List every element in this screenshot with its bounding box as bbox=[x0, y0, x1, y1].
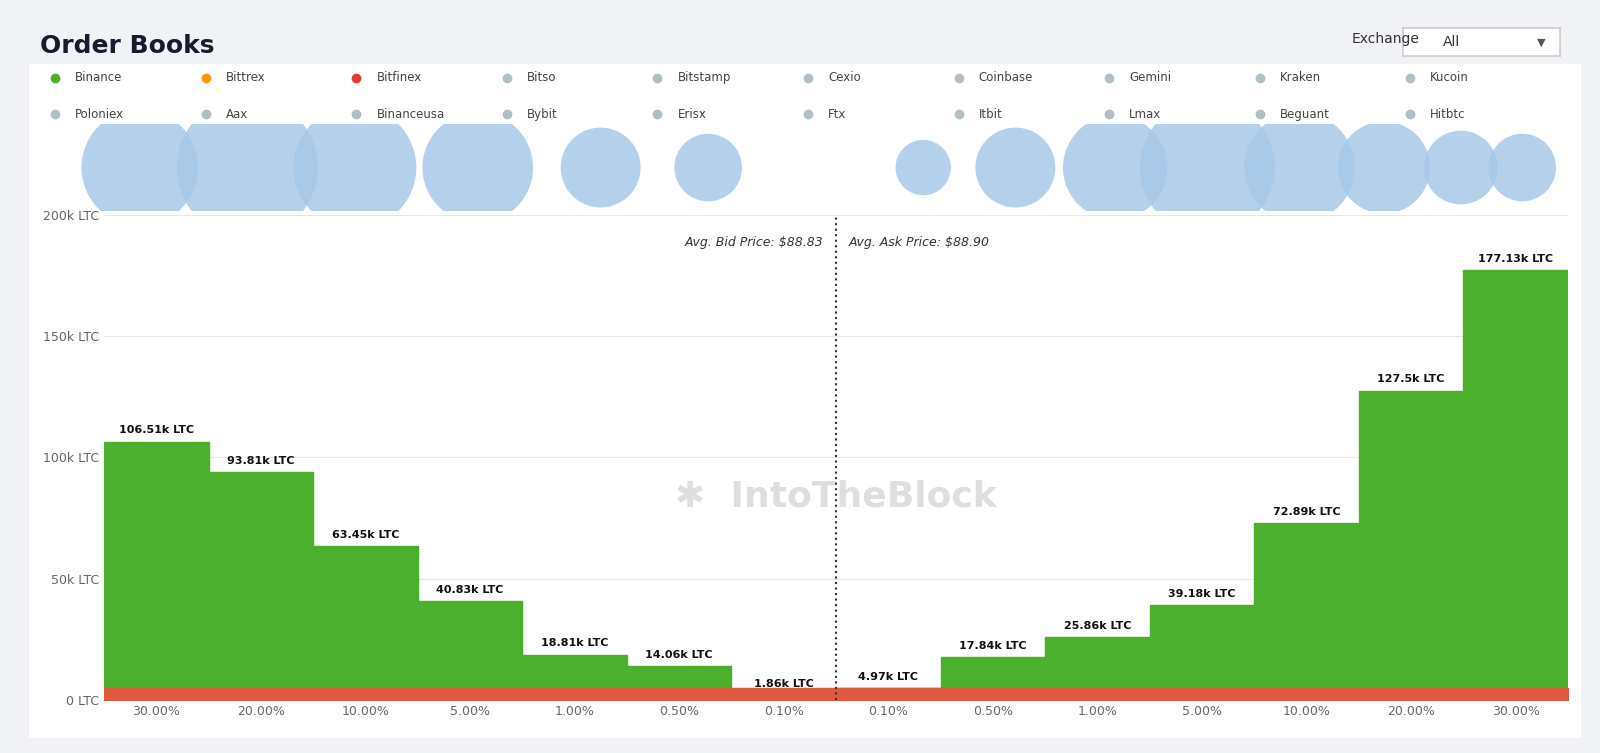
Text: Binance: Binance bbox=[75, 72, 123, 84]
Text: Ftx: Ftx bbox=[827, 108, 846, 120]
Text: ✱  IntoTheBlock: ✱ IntoTheBlock bbox=[675, 480, 997, 514]
Text: Kraken: Kraken bbox=[1280, 72, 1320, 84]
Ellipse shape bbox=[560, 127, 640, 208]
Text: 18.81k LTC: 18.81k LTC bbox=[541, 639, 608, 648]
Text: Hitbtc: Hitbtc bbox=[1430, 108, 1466, 120]
Text: 63.45k LTC: 63.45k LTC bbox=[331, 530, 398, 540]
Text: Exchange: Exchange bbox=[1352, 32, 1419, 46]
Text: 17.84k LTC: 17.84k LTC bbox=[958, 641, 1027, 651]
Text: Bitfinex: Bitfinex bbox=[376, 72, 422, 84]
Text: Itbit: Itbit bbox=[979, 108, 1002, 120]
Text: Order Books: Order Books bbox=[40, 34, 214, 58]
Text: 127.5k LTC: 127.5k LTC bbox=[1378, 374, 1445, 384]
Ellipse shape bbox=[82, 109, 198, 226]
Text: Beguant: Beguant bbox=[1280, 108, 1330, 120]
Text: Bybit: Bybit bbox=[526, 108, 558, 120]
Ellipse shape bbox=[1424, 131, 1498, 204]
Polygon shape bbox=[835, 270, 1568, 700]
Text: Bittrex: Bittrex bbox=[226, 72, 266, 84]
Ellipse shape bbox=[1062, 115, 1168, 220]
Ellipse shape bbox=[1245, 112, 1355, 223]
Text: 177.13k LTC: 177.13k LTC bbox=[1478, 254, 1554, 264]
Text: Poloniex: Poloniex bbox=[75, 108, 125, 120]
Ellipse shape bbox=[674, 134, 742, 201]
Text: 1.86k LTC: 1.86k LTC bbox=[754, 679, 814, 690]
Ellipse shape bbox=[176, 97, 318, 238]
Text: Bitso: Bitso bbox=[526, 72, 557, 84]
Text: 39.18k LTC: 39.18k LTC bbox=[1168, 589, 1235, 599]
Text: Aax: Aax bbox=[226, 108, 248, 120]
Text: Erisx: Erisx bbox=[677, 108, 706, 120]
Ellipse shape bbox=[1488, 134, 1557, 201]
Text: Avg. Bid Price: $88.83: Avg. Bid Price: $88.83 bbox=[685, 236, 824, 249]
Ellipse shape bbox=[1338, 121, 1430, 214]
Ellipse shape bbox=[293, 106, 416, 229]
Text: 40.83k LTC: 40.83k LTC bbox=[437, 585, 504, 595]
Text: 72.89k LTC: 72.89k LTC bbox=[1272, 507, 1341, 517]
Text: Avg. Ask Price: $88.90: Avg. Ask Price: $88.90 bbox=[848, 236, 989, 249]
Polygon shape bbox=[104, 442, 835, 700]
Text: Bitstamp: Bitstamp bbox=[677, 72, 731, 84]
Text: Cexio: Cexio bbox=[827, 72, 861, 84]
Text: Lmax: Lmax bbox=[1130, 108, 1162, 120]
Text: ▼: ▼ bbox=[1538, 37, 1546, 47]
Text: Kucoin: Kucoin bbox=[1430, 72, 1469, 84]
Ellipse shape bbox=[896, 140, 950, 195]
Text: 106.51k LTC: 106.51k LTC bbox=[118, 425, 194, 435]
Ellipse shape bbox=[1139, 100, 1275, 235]
Text: Coinbase: Coinbase bbox=[979, 72, 1034, 84]
Ellipse shape bbox=[976, 127, 1056, 208]
Ellipse shape bbox=[422, 112, 533, 223]
Text: Binanceusa: Binanceusa bbox=[376, 108, 445, 120]
Text: 93.81k LTC: 93.81k LTC bbox=[227, 456, 294, 466]
Text: All: All bbox=[1443, 35, 1459, 49]
Text: 25.86k LTC: 25.86k LTC bbox=[1064, 621, 1131, 631]
Text: 14.06k LTC: 14.06k LTC bbox=[645, 650, 714, 660]
Text: 4.97k LTC: 4.97k LTC bbox=[858, 672, 918, 682]
Text: Gemini: Gemini bbox=[1130, 72, 1171, 84]
